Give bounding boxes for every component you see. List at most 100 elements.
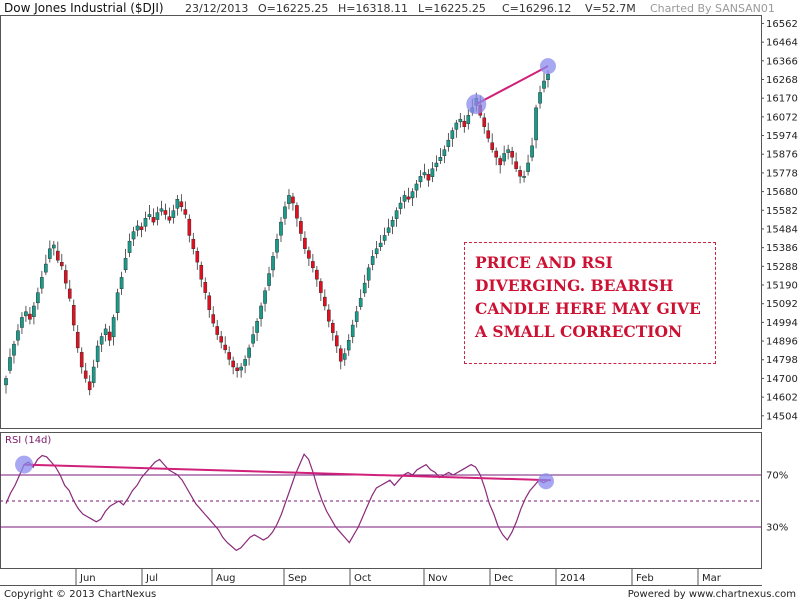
price-candle <box>426 169 431 187</box>
price-candle <box>510 146 514 165</box>
price-candle <box>307 246 311 267</box>
price-candle <box>44 254 48 276</box>
price-y-tick-label: 15288 <box>766 262 798 273</box>
price-candle <box>183 201 188 219</box>
price-candle <box>115 288 120 321</box>
price-candle <box>271 251 275 278</box>
price-candle <box>354 305 359 328</box>
price-candle <box>323 289 327 311</box>
price-y-tick-label: 16072 <box>766 112 798 123</box>
price-candle <box>155 206 160 226</box>
price-candle <box>406 187 411 203</box>
price-candle <box>48 240 52 263</box>
price-candle <box>171 204 176 224</box>
price-candle <box>83 362 88 383</box>
quote-close: C=16296.12 <box>502 2 571 15</box>
price-candle <box>12 340 16 364</box>
rsi-peak-marker <box>15 455 34 474</box>
price-candle <box>275 233 279 259</box>
price-candle <box>263 287 267 312</box>
x-tick-label: Dec <box>494 573 513 584</box>
price-y-tick-label: 16366 <box>766 56 798 67</box>
price-candle <box>95 340 100 368</box>
price-candle <box>239 362 243 378</box>
price-candle <box>247 344 251 366</box>
rsi-title: RSI (14d) <box>5 435 51 446</box>
price-candle <box>167 207 172 224</box>
annotation-line-4: A SMALL CORRECTION <box>475 322 683 341</box>
price-candle <box>330 319 335 341</box>
x-tick-label: Jun <box>79 573 96 584</box>
x-tick-label: Nov <box>428 573 448 584</box>
price-candle <box>119 271 124 295</box>
price-candle <box>36 287 40 310</box>
price-candle <box>215 319 220 340</box>
price-y-tick-label: 14700 <box>766 374 798 385</box>
price-candle <box>418 170 423 188</box>
price-candle <box>231 356 235 375</box>
price-candle <box>235 362 239 378</box>
price-candle <box>303 231 307 254</box>
price-candle <box>16 324 20 346</box>
price-candle <box>223 336 227 354</box>
price-candle <box>227 346 231 366</box>
quote-high: H=16318.11 <box>338 2 408 15</box>
price-peak-marker <box>466 94 487 115</box>
price-candle <box>506 144 510 160</box>
price-candle <box>315 266 319 287</box>
quote-open: O=16225.25 <box>258 2 328 15</box>
price-candle <box>390 216 395 235</box>
quote-low: L=16225.25 <box>418 2 486 15</box>
price-trendline <box>475 65 549 106</box>
rsi-line <box>5 453 549 552</box>
price-candle <box>251 326 255 348</box>
price-candle <box>99 332 104 353</box>
rsi-y-tick-label: 70% <box>766 471 788 482</box>
price-candle <box>187 214 192 243</box>
annotation-line-2: DIVERGING. BEARISH <box>475 276 674 295</box>
price-candle <box>410 188 415 207</box>
price-candle <box>398 196 403 215</box>
price-candle <box>103 323 108 342</box>
price-candle <box>32 302 36 325</box>
price-candle <box>123 248 128 273</box>
price-candle <box>87 375 92 396</box>
price-candle <box>482 113 487 134</box>
price-y-tick-label: 15582 <box>766 206 798 217</box>
price-candle <box>147 205 152 220</box>
price-candle <box>255 318 259 342</box>
copyright-text: Copyright © 2013 ChartNexus <box>4 589 156 600</box>
price-candle <box>91 359 96 388</box>
price-candle <box>63 264 68 290</box>
price-y-tick-label: 15974 <box>766 131 798 142</box>
rsi-trendline <box>24 463 552 482</box>
price-candle <box>67 279 72 302</box>
price-candle <box>338 345 343 370</box>
price-candle <box>466 109 471 130</box>
price-candle <box>243 355 247 374</box>
price-candle <box>191 232 196 255</box>
price-candle <box>462 115 467 133</box>
price-candle <box>446 132 451 152</box>
price-candle <box>20 312 24 334</box>
price-candle <box>490 133 495 153</box>
price-candle <box>163 203 168 220</box>
x-tick-label: Aug <box>216 573 236 584</box>
price-y-tick-label: 14798 <box>766 355 798 366</box>
price-candles <box>4 70 550 396</box>
price-y-tick-label: 16562 <box>766 19 798 30</box>
price-candle <box>175 194 180 216</box>
price-candle <box>502 145 506 166</box>
price-candle <box>366 264 371 289</box>
x-tick-label: Feb <box>636 573 654 584</box>
rsi-y-tick-label: 30% <box>766 523 788 534</box>
price-y-axis: 16562 16464 16366 16268 16170 16072 15974 15876… <box>761 19 798 422</box>
price-candle <box>139 222 144 238</box>
price-candle <box>538 85 542 109</box>
price-candle <box>159 200 164 216</box>
price-candle <box>350 319 355 344</box>
price-candle <box>291 192 295 211</box>
chart-credit: Charted By SANSAN01 <box>650 2 775 15</box>
price-candle <box>498 155 502 174</box>
